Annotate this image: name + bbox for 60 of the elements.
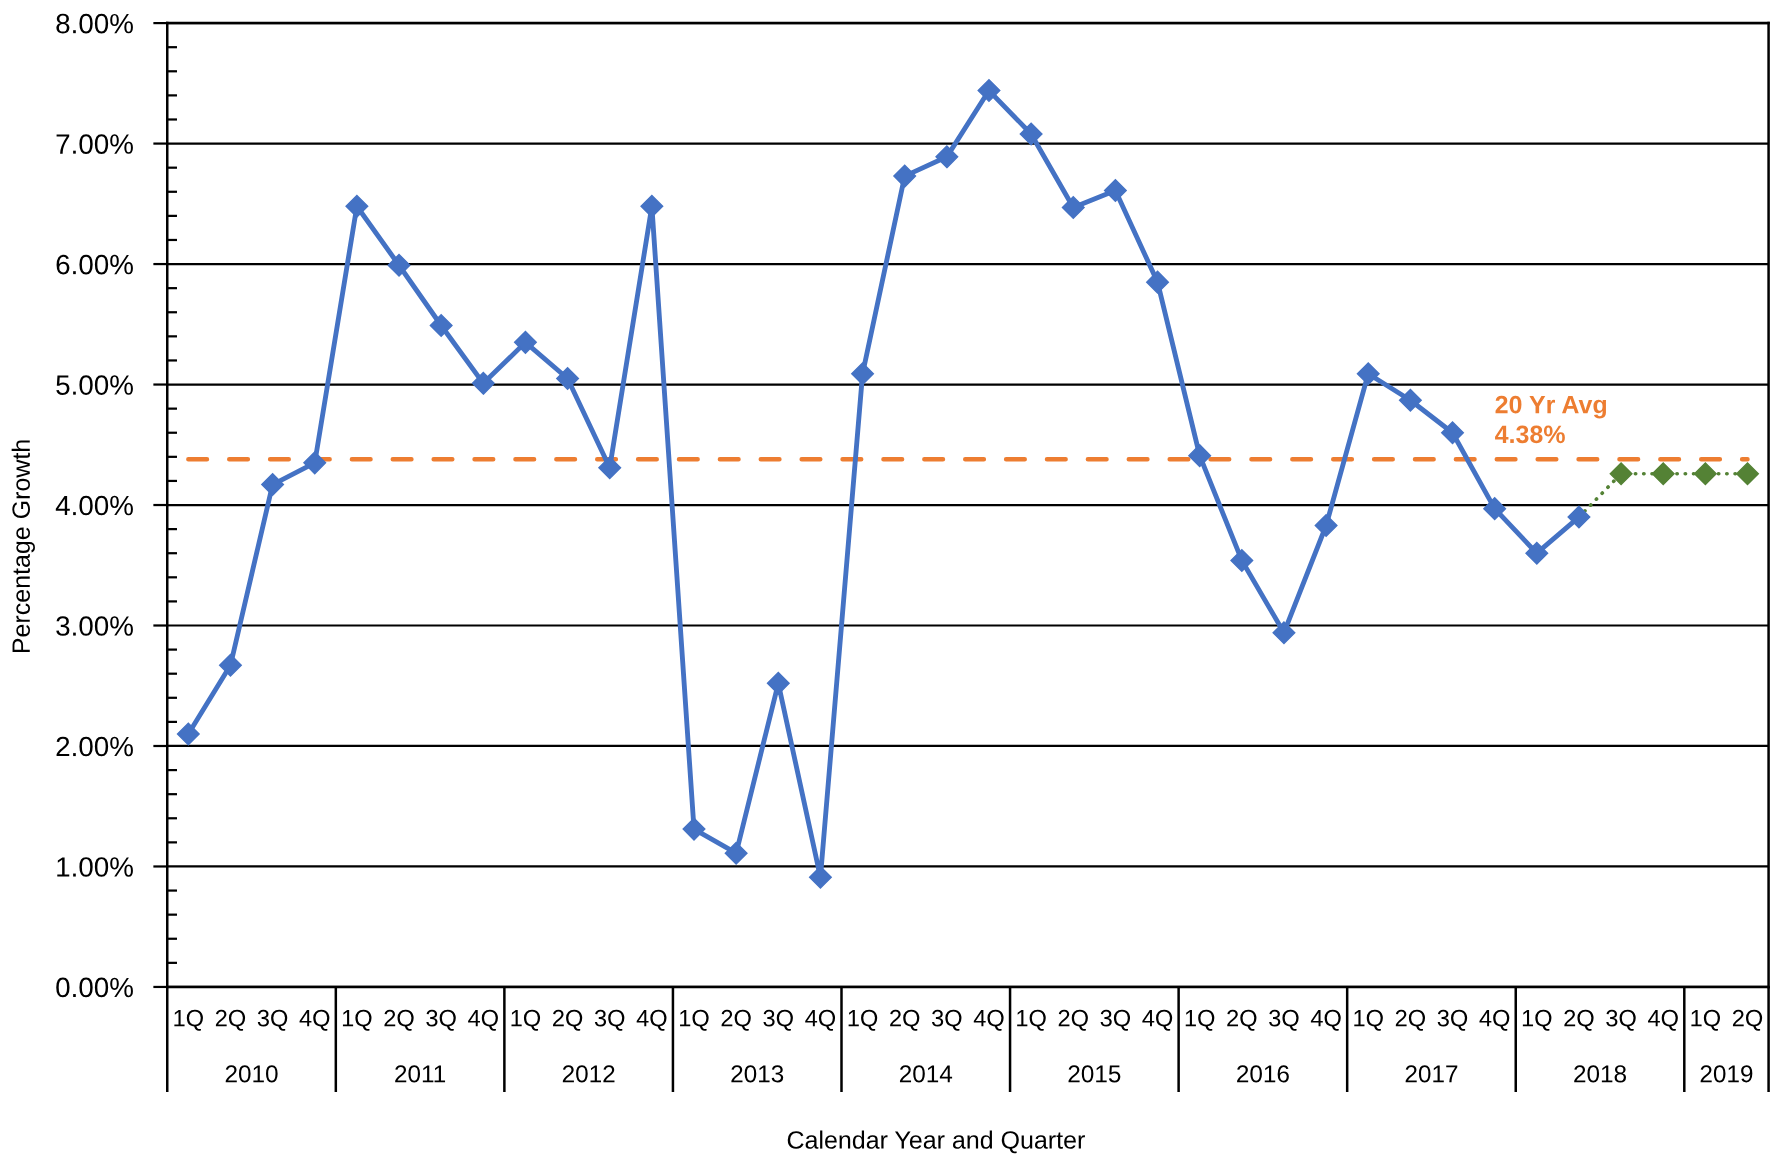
- text: 2017: [1405, 1065, 1458, 1083]
- x-tick-label: 1Q: [1185, 1009, 1215, 1031]
- x-tick-label: 3Q: [1100, 1009, 1131, 1031]
- text: 2011: [395, 1065, 446, 1083]
- y-tick-label: 4.00%: [55, 495, 133, 516]
- x-tick-label: 2Q: [1564, 1009, 1594, 1031]
- x-tick-label: 2Q: [890, 1009, 920, 1031]
- x-tick-label: 3Q: [594, 1009, 625, 1031]
- x-tick-label: 4Q: [1310, 1009, 1341, 1031]
- x-tick-label: 3Q: [1606, 1009, 1636, 1031]
- x-tick-label: 2Q: [721, 1009, 751, 1031]
- x-tick-label: 2Q: [1227, 1009, 1257, 1031]
- text: 2012: [562, 1065, 615, 1083]
- x-axis-title: Calendar Year and Quarter: [787, 1130, 1085, 1154]
- y-tick-label: 2.00%: [56, 736, 133, 757]
- x-tick-label: 1Q: [1522, 1009, 1552, 1031]
- text: 2015: [1068, 1065, 1121, 1083]
- x-tick-label: 2Q: [1732, 1009, 1763, 1031]
- y-tick-label: 5.00%: [56, 375, 133, 395]
- x-tick-label: 2Q: [384, 1009, 414, 1031]
- x-tick-label: 1Q: [1017, 1009, 1046, 1031]
- x-tick-label: 1Q: [342, 1009, 372, 1031]
- x-tick-label: 2Q: [215, 1009, 246, 1031]
- x-tick-label: 4Q: [1479, 1009, 1510, 1031]
- y-axis-title: Percentage Growth: [11, 440, 35, 653]
- y-tick-label: 7.00%: [56, 134, 133, 154]
- x-tick-label: 3Q: [426, 1009, 456, 1031]
- text: 2014: [899, 1065, 953, 1083]
- text: 2018: [1574, 1065, 1626, 1083]
- x-tick-label: 3Q: [763, 1009, 793, 1031]
- x-tick-label: 3Q: [257, 1009, 288, 1031]
- x-tick-label: 1Q: [848, 1009, 878, 1031]
- x-tick-label: 4Q: [299, 1009, 330, 1031]
- x-tick-label: 4Q: [1142, 1009, 1173, 1031]
- y-tick-label: 0.00%: [56, 977, 133, 998]
- x-tick-label: 1Q: [1354, 1009, 1383, 1031]
- x-tick-label: 3Q: [1437, 1009, 1468, 1031]
- x-tick-label: 2Q: [1058, 1009, 1088, 1031]
- y-tick-label: 1.00%: [57, 857, 133, 877]
- x-tick-label: 4Q: [805, 1009, 836, 1031]
- x-tick-label: 4Q: [1648, 1009, 1678, 1031]
- y-tick-label: 3.00%: [56, 616, 133, 636]
- x-tick-label: 3Q: [932, 1009, 962, 1031]
- text: 2013: [731, 1065, 784, 1083]
- x-tick-label: 4Q: [973, 1009, 1004, 1031]
- y-tick-label: 8.00%: [56, 13, 133, 34]
- y-tick-label: 6.00%: [56, 254, 133, 275]
- x-tick-label: 1Q: [1691, 1009, 1720, 1031]
- x-tick-label: 2Q: [553, 1009, 583, 1031]
- x-tick-label: 4Q: [636, 1009, 667, 1031]
- x-tick-label: 4Q: [468, 1009, 498, 1031]
- text: 2010: [225, 1065, 278, 1083]
- ref-line-label: 20 Yr Avg 4.38%: [1495, 395, 1607, 444]
- text: 2019: [1700, 1065, 1753, 1083]
- x-tick-label: 1Q: [174, 1009, 203, 1031]
- x-tick-label: 3Q: [1269, 1009, 1299, 1031]
- x-tick-label: 1Q: [680, 1009, 709, 1031]
- x-tick-label: 2Q: [1395, 1009, 1426, 1031]
- text: 2016: [1237, 1065, 1289, 1083]
- x-tick-label: 1Q: [511, 1009, 541, 1031]
